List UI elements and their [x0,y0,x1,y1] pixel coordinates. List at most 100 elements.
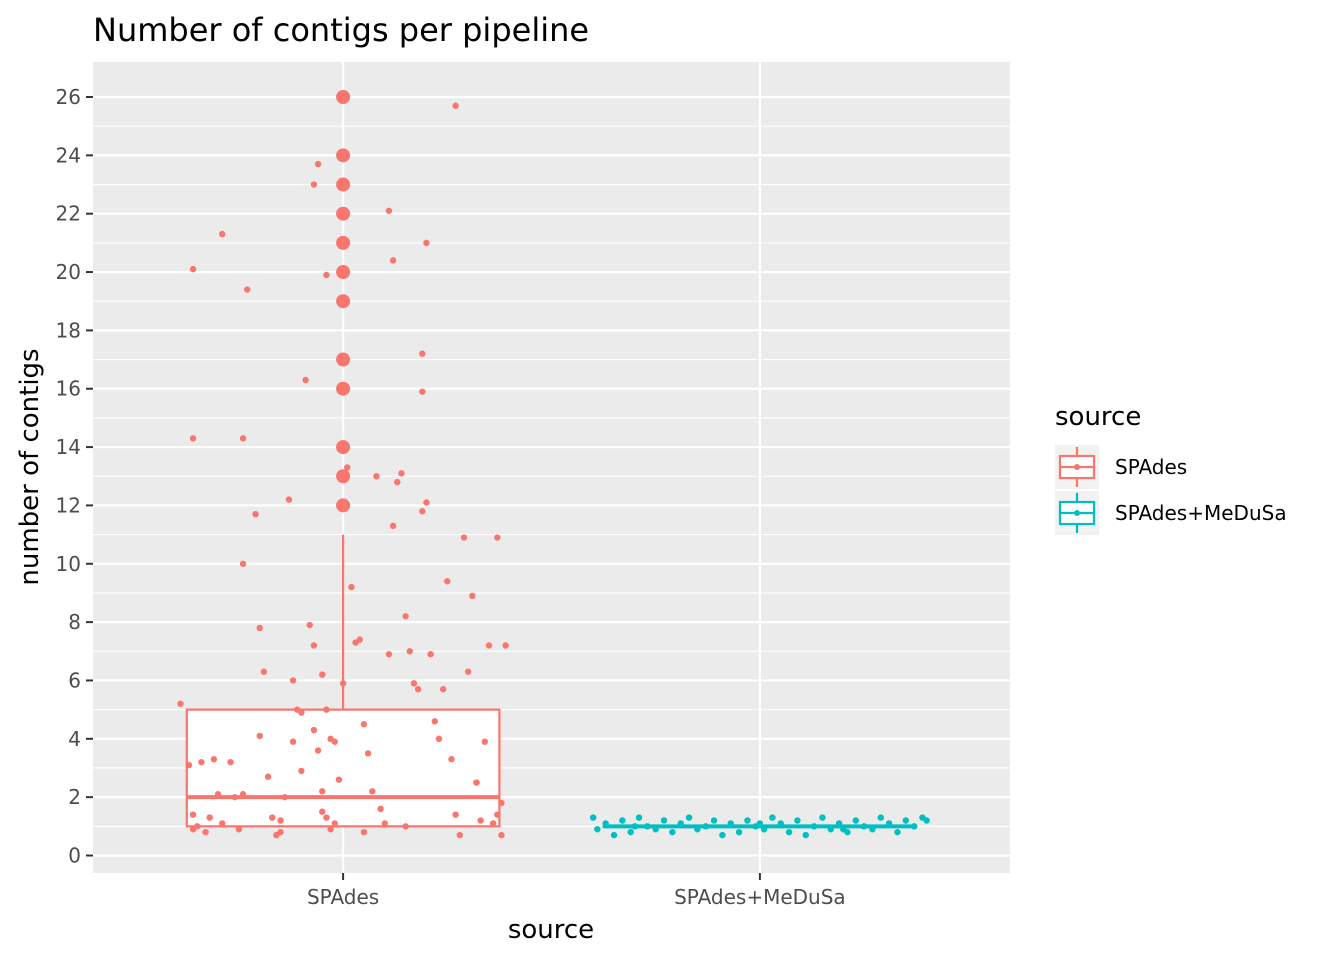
points-SPAdes [177,102,509,839]
x-axis: SPAdes SPAdes+MeDuSa [307,873,846,909]
data-point [314,160,322,168]
data-point [206,814,213,821]
data-point [702,823,709,830]
data-point [210,756,218,763]
points-SPAdes+MeDuSa [589,814,930,839]
data-point [377,805,384,813]
y-axis-title: number of contigs [15,348,45,585]
data-point [331,820,338,827]
legend-entry-SPAdes+MeDuSa: SPAdes+MeDuSa [1055,491,1287,535]
data-point [194,823,201,830]
data-point [448,756,455,763]
data-point [310,181,318,188]
outlier-point [336,469,351,484]
box-iqr [185,708,501,828]
data-point [827,826,834,833]
data-point [177,700,184,707]
data-point [244,286,251,293]
data-point [869,826,876,833]
data-point [485,642,493,649]
data-point [369,788,376,795]
data-point [289,677,297,684]
data-point [494,534,501,541]
legend-key-point [1074,510,1080,516]
outlier-point [336,440,351,455]
data-point [589,814,597,821]
data-point [310,642,318,649]
data-point [719,831,726,839]
data-point [314,747,322,754]
data-point [777,820,784,827]
data-point [277,828,284,836]
y-tick-label: 10 [56,552,81,576]
data-point [631,823,639,830]
data-point [852,817,859,824]
data-point [389,522,397,530]
data-point [344,464,351,471]
legend-title: source [1055,402,1141,432]
data-point [760,826,768,833]
data-point [323,814,330,821]
data-point [744,817,751,824]
data-point [385,651,393,658]
y-tick-label: 12 [56,493,81,517]
data-point [310,726,318,734]
y-tick-label: 20 [56,260,81,284]
data-point [635,814,643,821]
data-point [185,761,193,769]
y-tick-label: 4 [68,727,81,751]
data-point [452,811,459,818]
data-point [364,750,372,757]
x-tick-label: SPAdes [307,885,379,909]
data-point [260,668,268,675]
data-point [402,613,409,620]
data-point [219,820,226,827]
data-point [923,817,930,824]
data-point [894,828,901,836]
data-point [710,817,718,824]
data-point [239,560,247,567]
data-point [885,820,893,827]
data-point [660,817,668,824]
chart-title: Number of contigs per pipeline [93,11,589,49]
y-tick-label: 26 [56,85,81,109]
data-point [498,831,505,839]
data-point [427,651,434,658]
data-point [473,779,480,786]
legend-entry-SPAdes: SPAdes [1055,445,1187,489]
data-point [431,718,438,725]
data-point [398,470,405,477]
data-point [594,826,601,833]
data-point [627,828,634,836]
data-point [669,828,676,836]
data-point [423,499,430,506]
data-point [840,826,847,833]
data-point [235,826,243,833]
data-point [694,826,701,833]
data-point [269,814,276,821]
data-point [414,686,422,693]
y-tick-label: 8 [68,610,81,634]
data-point [252,510,259,518]
data-point [389,257,397,264]
y-tick-label: 14 [56,435,81,459]
outlier-point [336,148,351,163]
data-point [910,823,918,830]
data-point [419,350,426,357]
outlier-point [336,498,351,513]
data-point [469,592,476,600]
data-point [902,817,909,824]
data-point [619,817,626,824]
outlier-point [336,90,351,105]
data-point [644,823,651,830]
data-point [402,823,409,830]
data-point [281,793,288,801]
legend-label: SPAdes+MeDuSa [1115,501,1287,525]
data-point [214,791,222,798]
data-point [481,738,489,745]
data-point [319,788,326,795]
x-tick-label: SPAdes+MeDuSa [674,885,846,909]
data-point [289,738,297,745]
